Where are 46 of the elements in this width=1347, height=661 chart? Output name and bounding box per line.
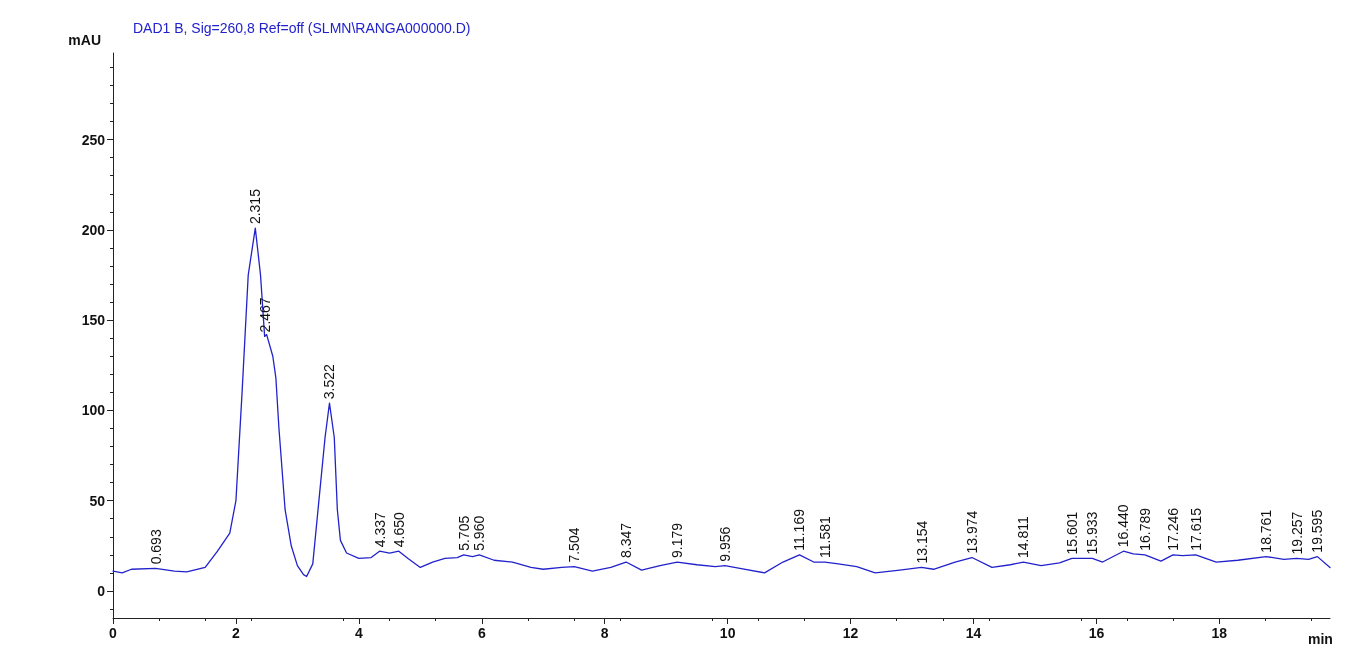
y-tick-label: 200 bbox=[81, 221, 106, 238]
line-series bbox=[112, 227, 1331, 578]
annotation: 9.956 bbox=[716, 526, 733, 562]
annotation: 17.246 bbox=[1165, 507, 1182, 551]
annotation: 13.154 bbox=[913, 520, 930, 564]
x-tick-label: 8 bbox=[600, 625, 609, 641]
annotation: 8.347 bbox=[618, 522, 635, 559]
annotation: 16.440 bbox=[1115, 504, 1132, 548]
y-tick-label: 100 bbox=[81, 402, 106, 419]
annotation: 11.581 bbox=[816, 516, 833, 559]
annotation: 13.974 bbox=[963, 510, 980, 554]
x-tick-label: 12 bbox=[842, 625, 859, 641]
x-axis-title: min bbox=[1308, 631, 1333, 647]
annotation: 0.693 bbox=[147, 529, 164, 565]
annotation: 4.337 bbox=[371, 511, 388, 548]
x-tick-label: 4 bbox=[354, 625, 363, 641]
annotation: 14.811 bbox=[1015, 516, 1032, 559]
annotation: 4.650 bbox=[390, 511, 407, 548]
x-tick-label: 18 bbox=[1211, 625, 1228, 641]
annotation: 7.504 bbox=[566, 527, 583, 563]
x-tick-label: 2 bbox=[232, 625, 241, 641]
annotation: 3.522 bbox=[321, 363, 338, 400]
annotation: 9.179 bbox=[669, 522, 686, 559]
y-tick-label: 150 bbox=[81, 312, 106, 329]
x-tick-label: 14 bbox=[965, 625, 982, 641]
y-tick-label: 50 bbox=[89, 492, 106, 509]
annotation: 15.933 bbox=[1084, 511, 1101, 555]
y-axis-title: mAU bbox=[68, 32, 101, 48]
x-tick-label: 6 bbox=[477, 625, 486, 641]
annotation: 5.705 bbox=[455, 515, 472, 551]
chart-title: DAD1 B, Sig=260,8 Ref=off (SLMN\RANGA000000.D) bbox=[133, 20, 471, 36]
annotation: 17.615 bbox=[1187, 507, 1204, 551]
annotation: 11.169 bbox=[791, 508, 808, 551]
annotation: 16.789 bbox=[1136, 507, 1153, 551]
x-tick-label: 16 bbox=[1088, 625, 1105, 641]
annotation: 15.601 bbox=[1063, 511, 1080, 555]
y-tick-label: 250 bbox=[81, 131, 106, 148]
annotation: 2.467 bbox=[256, 297, 273, 333]
y-tick-label: 0 bbox=[97, 582, 106, 599]
annotation: 5.960 bbox=[471, 515, 488, 551]
annotation: 19.257 bbox=[1288, 511, 1305, 555]
annotation: 18.761 bbox=[1258, 509, 1275, 553]
x-tick-label: 10 bbox=[719, 625, 736, 641]
x-tick-label: 0 bbox=[109, 625, 118, 641]
annotation: 2.315 bbox=[247, 188, 264, 225]
annotation: 19.595 bbox=[1309, 509, 1326, 553]
